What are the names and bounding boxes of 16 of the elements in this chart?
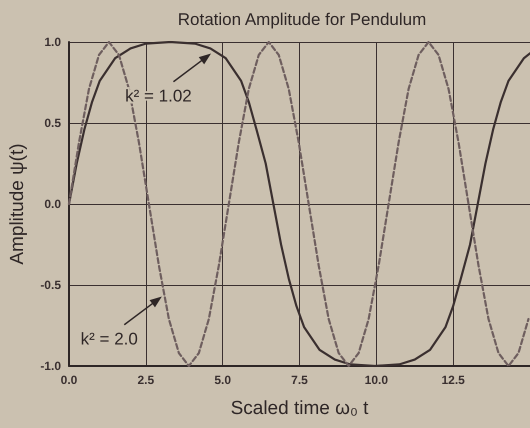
x-axis-title: Scaled time ω₀ t — [230, 398, 370, 419]
y-tick-label: -1.0 — [40, 359, 62, 373]
x-tick-label: 0.0 — [60, 373, 78, 387]
x-tick-label: 7.5 — [291, 373, 308, 387]
x-tick-label: 2.5 — [137, 373, 154, 387]
annotation: k² = 2.0 — [80, 330, 138, 349]
y-tick-label: -0.5 — [40, 278, 62, 292]
chart-title: Rotation Amplitude for Pendulum — [178, 10, 426, 29]
y-tick-label: 0.5 — [44, 116, 62, 130]
y-axis-title: Amplitude ψ(t) — [7, 143, 28, 265]
x-tick-label: 12.5 — [441, 373, 466, 387]
line-series — [68, 40, 530, 368]
y-tick-label: 0.0 — [44, 197, 62, 211]
x-tick-label: 10.0 — [364, 373, 388, 387]
y-tick-label: 1.0 — [44, 35, 62, 49]
x-tick-label: 5.0 — [214, 373, 232, 387]
